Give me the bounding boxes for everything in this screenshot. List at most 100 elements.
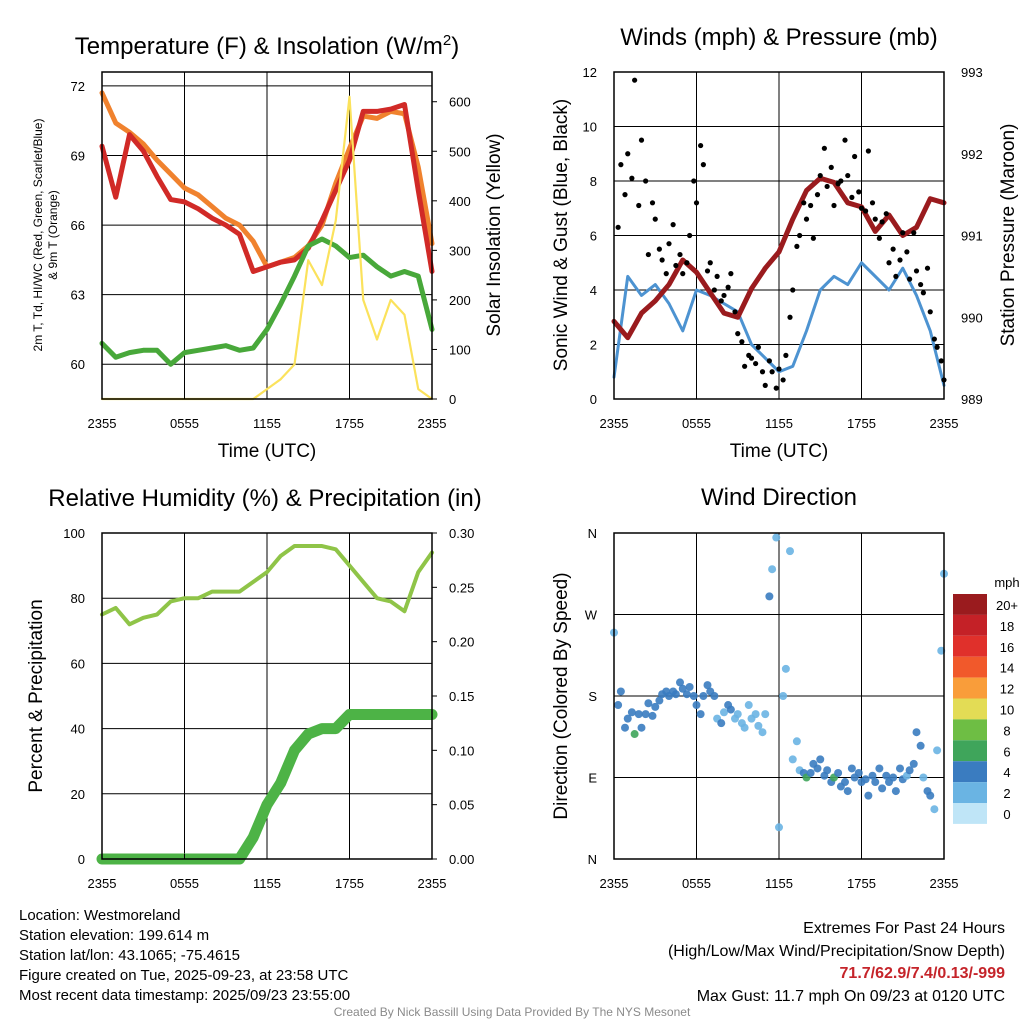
winds-series-pressure (611, 175, 947, 341)
gust-point (780, 377, 786, 383)
direction-point (623, 714, 632, 723)
direction-point (912, 728, 921, 737)
direction-point (744, 701, 753, 710)
gust-point (687, 232, 693, 239)
gust-point (728, 271, 734, 277)
temp-y2tick-label: 600 (449, 95, 471, 110)
direction-point (671, 690, 680, 699)
temp-ytick-label: 60 (71, 357, 85, 372)
gust-point (721, 292, 727, 299)
gust-point (632, 77, 638, 83)
gust-point (828, 164, 834, 170)
winds-ylabel: Sonic Wind & Gust (Blue, Black) (551, 99, 572, 371)
direction-point (761, 710, 770, 719)
temp-series-2m-t (99, 101, 435, 274)
gust-point (684, 260, 690, 266)
gust-point (711, 287, 717, 293)
direction-point (781, 664, 790, 673)
gust-point (890, 246, 896, 252)
direction-xtick-label: 2355 (930, 876, 959, 891)
humidity-title: Relative Humidity (%) & Precipitation (i… (48, 485, 481, 512)
gust-point (618, 162, 624, 168)
direction-point (644, 699, 653, 708)
direction-point (868, 771, 877, 780)
gust-point (707, 260, 713, 266)
colorbar-swatch (953, 803, 987, 824)
gust-point (753, 360, 759, 367)
direction-point (641, 710, 650, 719)
direction-xtick-label: 1755 (847, 876, 876, 891)
colorbar-swatch (953, 761, 987, 783)
direction-point (864, 791, 873, 800)
gust-point (739, 339, 745, 345)
station-latlon: Station lat/lon: 43.1065; -75.4615 (19, 947, 241, 964)
direction-point (788, 755, 797, 764)
gust-point (735, 331, 741, 337)
gust-point (649, 200, 656, 206)
winds-xtick-label: 2355 (930, 416, 959, 431)
direction-point (758, 728, 767, 737)
gust-point (803, 216, 810, 222)
gust-point (677, 251, 683, 258)
gust-point (773, 385, 779, 391)
humidity-y2tick-label: 0.25 (449, 580, 474, 595)
humidity-xtick-label: 2355 (418, 876, 447, 891)
gust-point (865, 148, 871, 154)
direction-point (871, 778, 880, 787)
winds-series-sonic-wind (612, 261, 946, 387)
gust-point (814, 192, 821, 198)
gust-point (808, 202, 814, 209)
direction-point (717, 719, 726, 728)
gust-point (938, 358, 944, 364)
winds-y2tick-label: 989 (961, 392, 983, 407)
colorbar-swatch (953, 782, 987, 803)
recent-timestamp: Most recent data timestamp: 2025/09/23 2… (19, 987, 351, 1004)
temperature-y2label: Solar Insolation (Yellow) (484, 133, 505, 336)
gust-point (900, 230, 906, 236)
gust-point (783, 352, 789, 358)
direction-point (676, 678, 684, 687)
gust-point (787, 314, 793, 320)
direction-point (882, 771, 891, 780)
temp-ytick-label: 63 (71, 288, 85, 303)
gust-point (666, 241, 672, 247)
colorbar-label: 6 (1003, 744, 1010, 759)
humidity-series-rh (100, 544, 434, 627)
gust-point (762, 382, 768, 388)
winds-y2tick-label: 990 (961, 310, 983, 325)
gust-point (876, 235, 882, 241)
direction-point (630, 730, 639, 739)
colorbar-label: 10 (1000, 703, 1014, 718)
gust-point (638, 137, 645, 143)
gust-point (643, 178, 649, 184)
gust-point (714, 273, 720, 279)
direction-point (634, 710, 643, 719)
station-info: Location: Westmoreland Station elevation… (19, 906, 350, 1006)
humidity-ytick-label: 100 (63, 526, 85, 541)
direction-point (841, 778, 849, 787)
gust-point (625, 151, 631, 157)
gust-point (872, 216, 878, 222)
temperature-title: Temperature (F) & Insolation (W/m2) (75, 32, 459, 60)
max-gust: Max Gust: 11.7 mph On 09/23 at 0120 UTC (696, 987, 1005, 1005)
direction-ytick-label: E (588, 771, 597, 786)
winds-panel: Winds (mph) & Pressure (mb) 2355 0555 1155… (551, 24, 1019, 462)
direction-point (891, 787, 900, 796)
direction-ylabel: Direction (Colored By Speed) (551, 572, 572, 819)
temperature-ylabel: 2m T, Td, HI/WC (Red, Green, Scarlet/Blu… (31, 119, 45, 352)
humidity-panel: Relative Humidity (%) & Precipitation (i… (26, 485, 482, 891)
direction-point (710, 692, 719, 700)
gust-point (615, 224, 621, 230)
gust-point (927, 309, 933, 315)
direction-point (740, 723, 749, 732)
direction-ytick-label: W (585, 608, 598, 623)
direction-point (861, 775, 870, 784)
direction-point (692, 701, 701, 710)
gust-point (886, 260, 892, 266)
gust-point (656, 246, 662, 252)
humidity-y2tick-label: 0.05 (449, 798, 474, 813)
direction-ytick-label: N (588, 852, 597, 867)
gust-point (831, 202, 837, 209)
direction-xtick-label: 1155 (765, 876, 793, 891)
